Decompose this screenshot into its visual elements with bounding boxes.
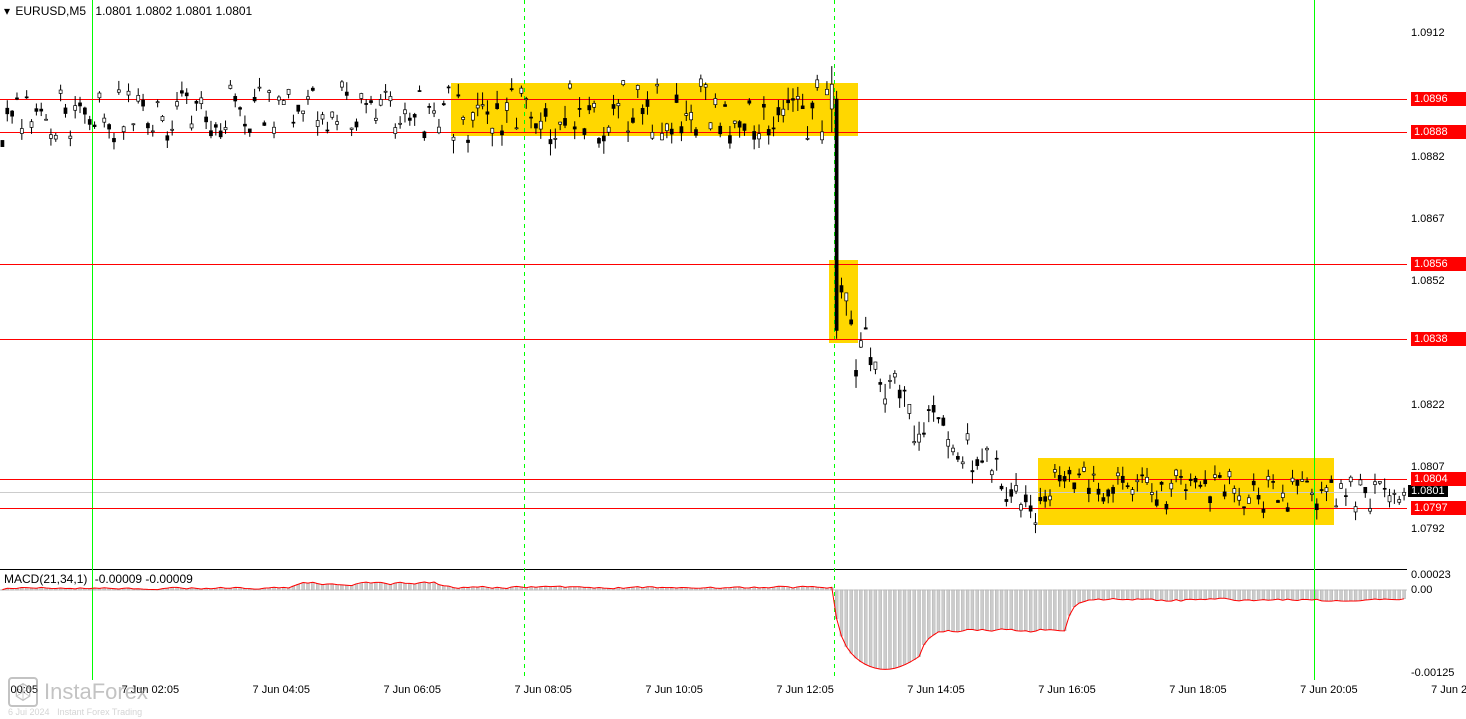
x-tick-label: 7 Jun 14:05 [907, 684, 965, 696]
y-tick-label: 1.0867 [1411, 213, 1445, 225]
y-tick-label: 1.0807 [1411, 461, 1445, 473]
dropdown-icon: ▾ [4, 4, 10, 18]
level-label: 1.0804 [1411, 472, 1466, 486]
candlestick-plot [0, 0, 1407, 570]
y-tick-label: 1.0852 [1411, 275, 1445, 287]
level-label: 1.0797 [1411, 501, 1466, 515]
watermark-logo-icon [8, 677, 38, 707]
x-tick-label: 7 Jun 20:05 [1300, 684, 1358, 696]
macd-label: MACD(21,34,1) [4, 572, 87, 586]
x-tick-label: 7 Jun 04:05 [253, 684, 311, 696]
y-tick-label: 1.0792 [1411, 523, 1445, 535]
watermark-subtitle: 6 Jui 2024 Instant Forex Trading [8, 707, 142, 717]
watermark-text: InstaForex [44, 679, 148, 705]
level-label: 1.0896 [1411, 92, 1466, 106]
macd-y-tick-label: 0.00 [1411, 584, 1432, 596]
y-tick-label: 1.0822 [1411, 399, 1445, 411]
x-tick-label: 7 Jun 08:05 [514, 684, 572, 696]
y-tick-label: 1.0912 [1411, 27, 1445, 39]
chart-header: ▾ EURUSD,M5 1.0801 1.0802 1.0801 1.0801 [4, 4, 252, 18]
price-panel[interactable]: 1.08961.08881.08561.08381.08041.0797 [0, 0, 1407, 570]
macd-header: MACD(21,34,1) -0.00009 -0.00009 [4, 572, 193, 586]
level-label: 1.0888 [1411, 125, 1466, 139]
symbol-label: EURUSD,M5 [15, 4, 86, 18]
macd-y-tick-label: 0.00023 [1411, 569, 1451, 581]
level-label: 1.0838 [1411, 332, 1466, 346]
watermark: InstaForex [8, 677, 148, 707]
macd-panel[interactable] [0, 570, 1407, 680]
y-axis [1407, 0, 1466, 719]
chart-container: ▾ EURUSD,M5 1.0801 1.0802 1.0801 1.0801 … [0, 0, 1466, 719]
level-label: 1.0856 [1411, 257, 1466, 271]
x-tick-label: 7 Jun 10:05 [645, 684, 703, 696]
macd-plot [0, 570, 1407, 680]
x-tick-label: 7 Jun 16:05 [1038, 684, 1096, 696]
x-tick-label: 7 Jun 22:05 [1431, 684, 1466, 696]
x-tick-label: 7 Jun 18:05 [1169, 684, 1227, 696]
x-tick-label: 7 Jun 06:05 [384, 684, 442, 696]
ohlc-values: 1.0801 1.0802 1.0801 1.0801 [95, 4, 252, 18]
x-tick-label: 7 Jun 12:05 [776, 684, 834, 696]
macd-y-tick-label: -0.00125 [1411, 667, 1454, 679]
macd-values: -0.00009 -0.00009 [95, 572, 193, 586]
y-tick-label: 1.0882 [1411, 151, 1445, 163]
current-price-label: 1.0801 [1408, 485, 1448, 497]
